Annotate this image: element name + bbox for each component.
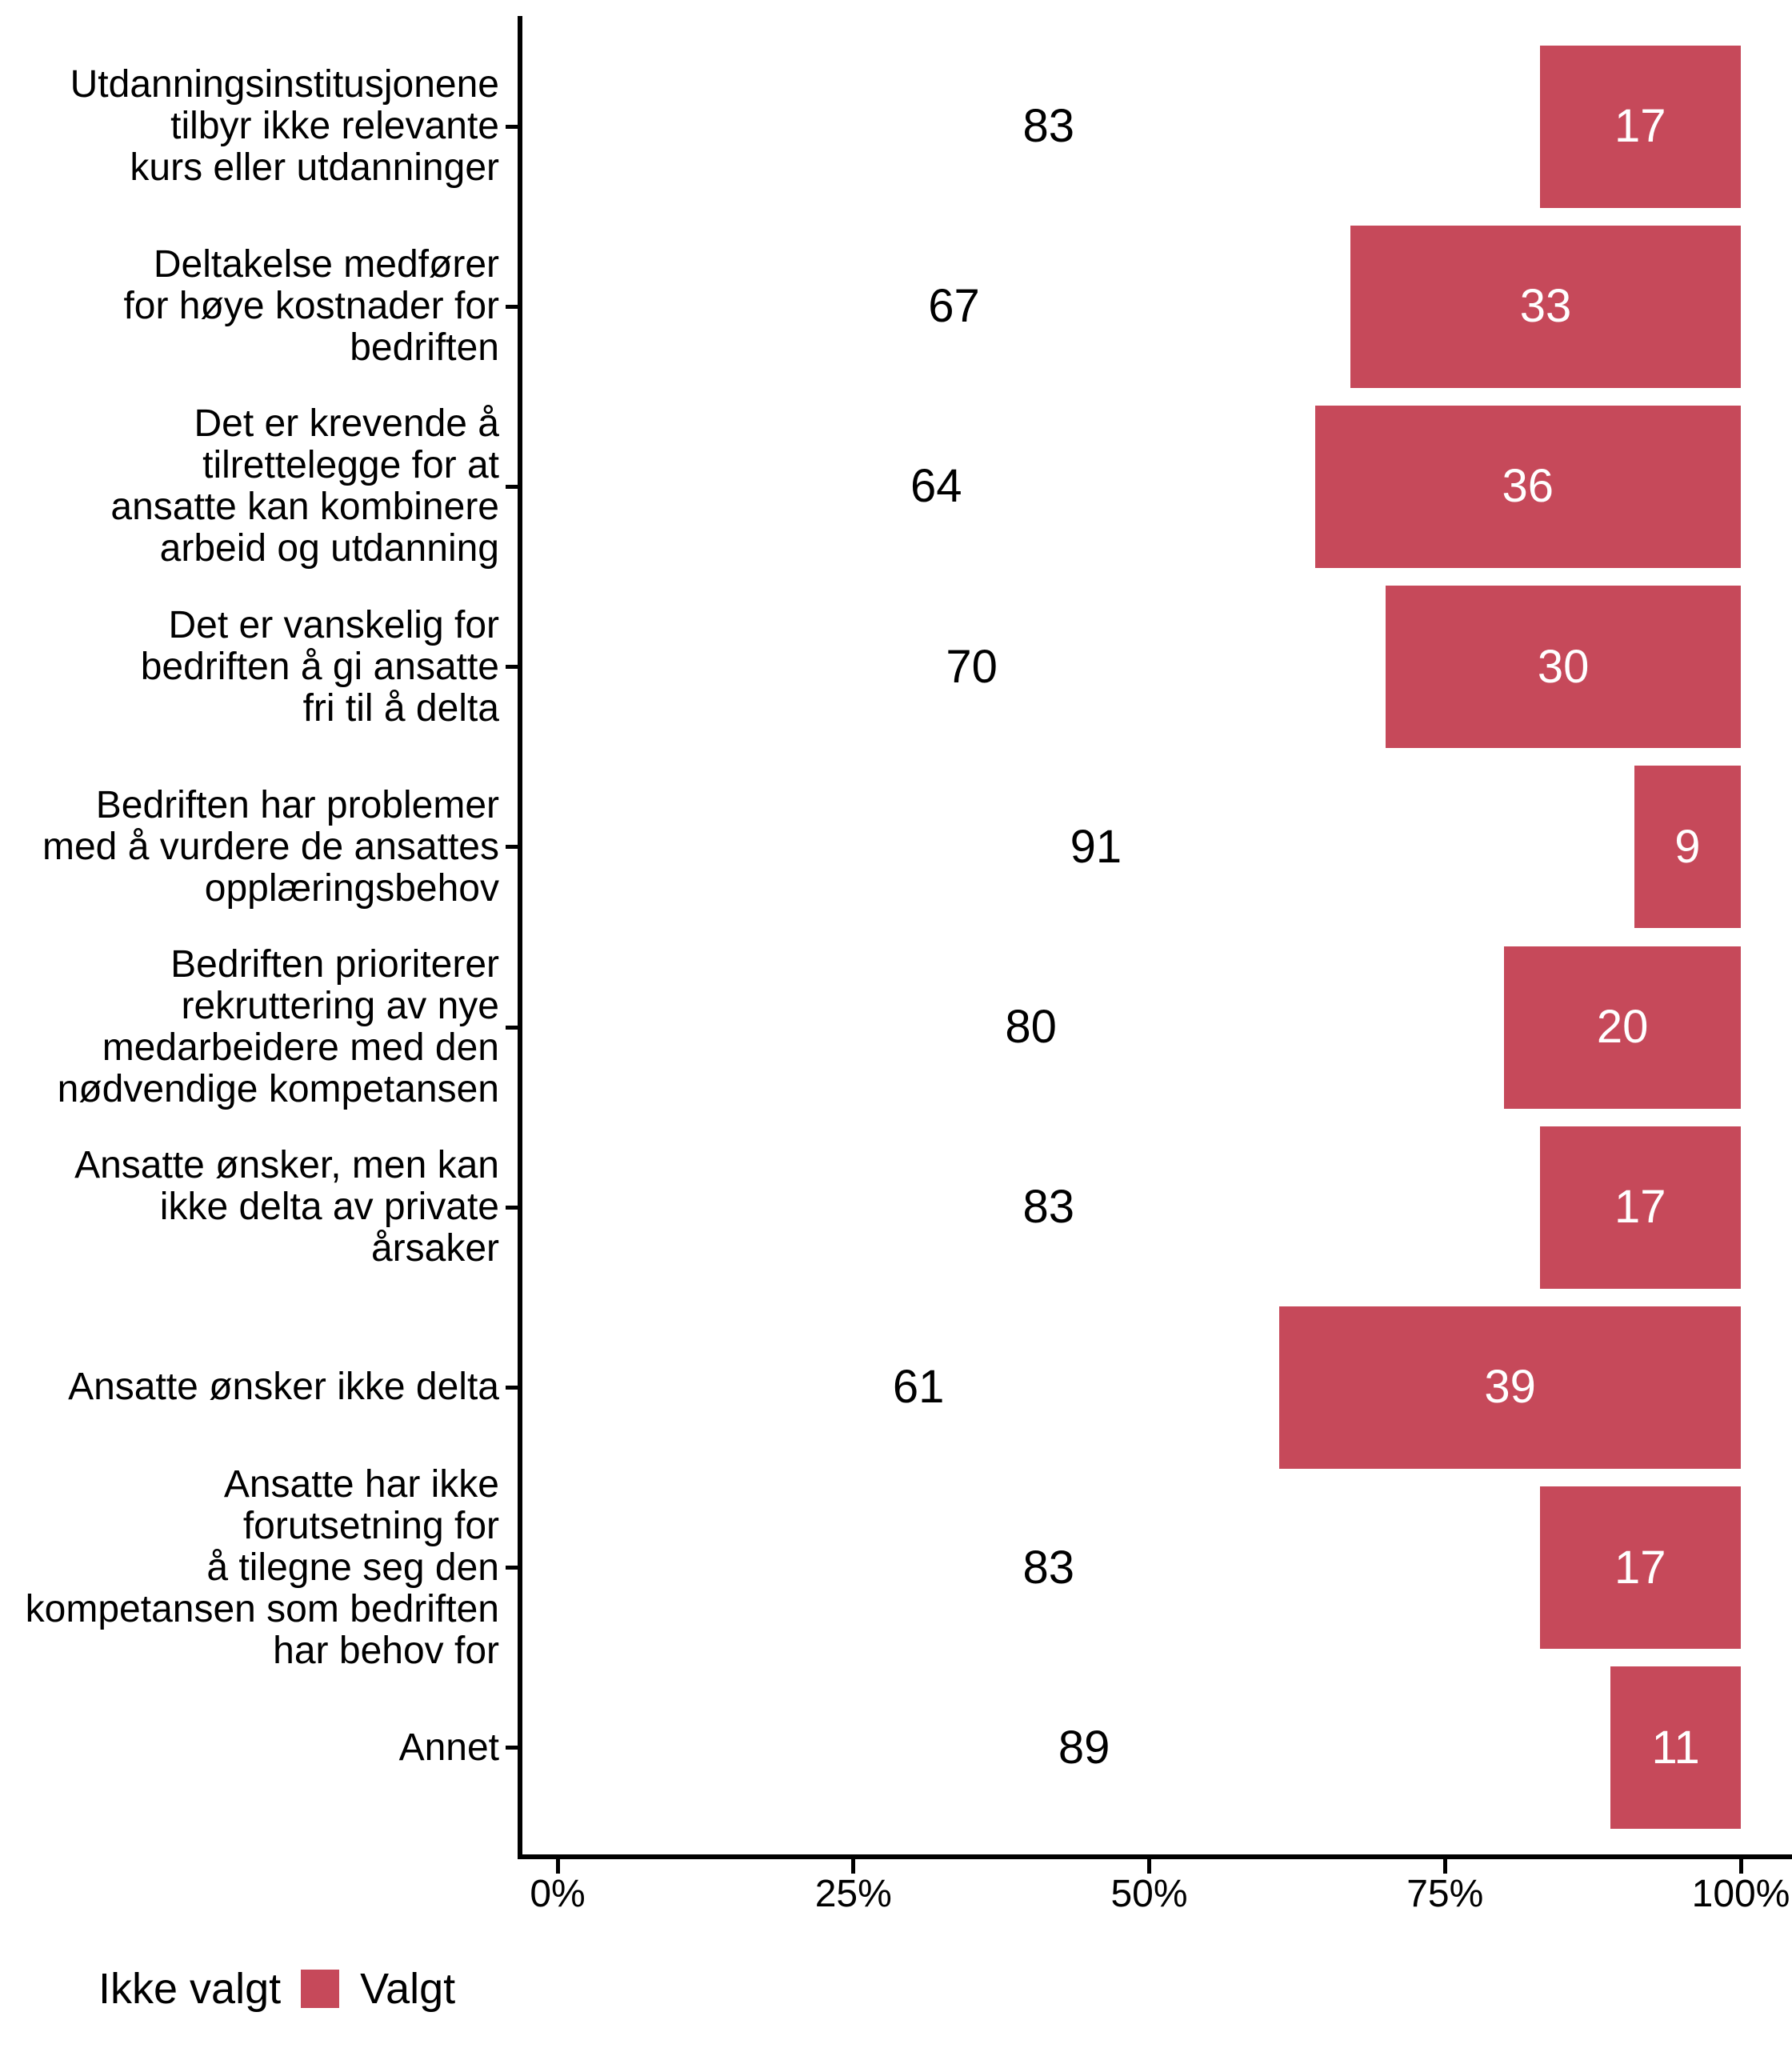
bar-segment-valgt [1539, 1126, 1741, 1289]
category-label: Ansatte har ikke forutsetning for å tile… [25, 1462, 499, 1672]
value-label-ikke-valgt: 83 [1022, 100, 1075, 152]
category-label: Annet [398, 1726, 499, 1769]
x-axis-tick-label: 0% [530, 1873, 586, 1915]
bar-segment-valgt [1610, 1666, 1741, 1830]
x-axis-tick-mark [1147, 1859, 1151, 1874]
y-axis-tick-mark [506, 1385, 520, 1390]
value-label-valgt: 17 [1614, 1541, 1666, 1594]
x-axis-tick-mark [1442, 1859, 1447, 1874]
bar-segment-valgt [1539, 1486, 1741, 1650]
legend-label-valgt: Valgt [360, 1965, 456, 2013]
value-label-valgt: 20 [1596, 1001, 1649, 1053]
x-axis-tick-label: 100% [1691, 1873, 1790, 1915]
category-label: Ansatte ønsker ikke delta [68, 1366, 499, 1409]
x-axis-tick-label: 50% [1110, 1873, 1188, 1915]
value-label-ikke-valgt: 91 [1070, 820, 1122, 873]
x-axis-tick-mark [1738, 1859, 1743, 1874]
y-axis-tick-mark [506, 1746, 520, 1750]
value-label-valgt: 36 [1502, 460, 1554, 513]
value-label-valgt: 17 [1614, 100, 1666, 152]
bar-segment-valgt [1279, 1306, 1741, 1469]
y-axis-tick-mark [506, 1025, 520, 1030]
x-axis-tick-mark [555, 1859, 560, 1874]
value-label-ikke-valgt: 89 [1058, 1721, 1110, 1774]
value-label-ikke-valgt: 61 [892, 1361, 945, 1414]
y-axis-tick-mark [506, 1205, 520, 1210]
bar-segment-valgt [1539, 45, 1741, 208]
bar-segment-valgt [1350, 225, 1741, 388]
category-label: Ansatte ønsker, men kan ikke delta av pr… [74, 1144, 499, 1270]
value-label-valgt: 17 [1614, 1181, 1666, 1234]
y-axis-tick-mark [506, 665, 520, 670]
x-axis-line [518, 1854, 1792, 1859]
legend-label-ikke-valgt: Ikke valgt [98, 1965, 282, 2013]
value-label-ikke-valgt: 83 [1022, 1541, 1075, 1594]
x-axis-tick-mark [851, 1859, 856, 1874]
bar-segment-valgt [1634, 766, 1741, 929]
legend: Ikke valgt Valgt [39, 1965, 456, 2013]
y-axis-tick-mark [506, 484, 520, 489]
value-label-ikke-valgt: 64 [910, 460, 962, 513]
y-axis-tick-mark [506, 304, 520, 309]
category-label: Bedriften har problemer med å vurdere de… [42, 783, 499, 910]
bar-segment-valgt [1314, 405, 1741, 568]
value-label-valgt: 9 [1674, 820, 1701, 873]
category-label: Det er krevende å tilrettelegge for at a… [110, 402, 499, 570]
y-axis-tick-mark [506, 1566, 520, 1570]
value-label-valgt: 30 [1537, 640, 1590, 693]
x-axis-tick-label: 75% [1406, 1873, 1484, 1915]
legend-key-ikke-valgt [39, 1970, 78, 2008]
y-axis-line [518, 16, 522, 1858]
legend-key-valgt [301, 1970, 340, 2008]
value-label-ikke-valgt: 80 [1005, 1001, 1057, 1053]
bar-segment-valgt [1504, 946, 1741, 1109]
y-axis-tick-mark [506, 845, 520, 850]
value-label-valgt: 39 [1484, 1361, 1536, 1414]
category-label: Det er vanskelig for bedriften å gi ansa… [140, 603, 499, 730]
x-axis-tick-label: 25% [814, 1873, 892, 1915]
category-label: Utdanningsinstitusjonene tilbyr ikke rel… [70, 63, 499, 189]
value-label-valgt: 11 [1651, 1721, 1700, 1774]
value-label-ikke-valgt: 83 [1022, 1181, 1075, 1234]
value-label-valgt: 33 [1519, 280, 1572, 333]
category-label: Deltakelse medfører for høye kostnader f… [123, 243, 499, 370]
value-label-ikke-valgt: 70 [946, 640, 998, 693]
value-label-ikke-valgt: 67 [928, 280, 980, 333]
y-axis-tick-mark [506, 124, 520, 129]
category-label: Bedriften prioriterer rekruttering av ny… [57, 943, 499, 1110]
bar-segment-valgt [1386, 586, 1741, 749]
